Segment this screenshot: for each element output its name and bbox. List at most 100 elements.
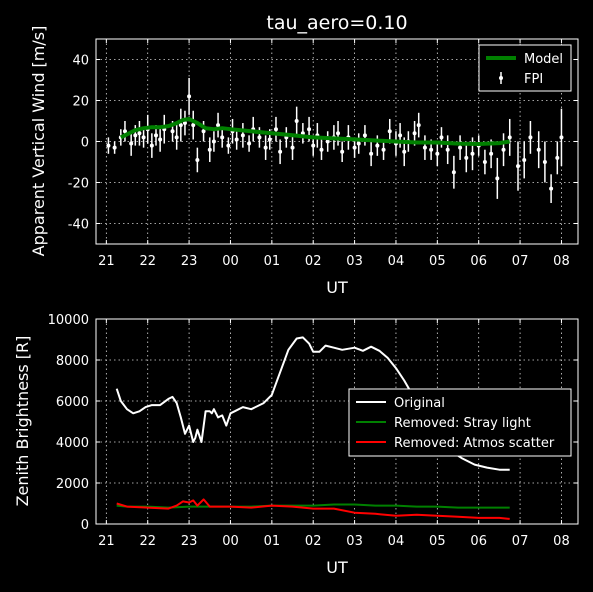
fpi-point — [495, 176, 500, 181]
brightness-x-tick-label: 04 — [388, 534, 405, 549]
fpi-point — [187, 94, 192, 99]
brightness-y-tick-label: 10000 — [48, 313, 89, 328]
wind-chart-title: tau_aero=0.10 — [266, 12, 407, 34]
fpi-point — [170, 129, 175, 134]
fpi-point — [501, 147, 506, 152]
wind-x-tick-label: 04 — [388, 254, 405, 269]
fpi-point — [412, 131, 417, 136]
fpi-point — [234, 137, 239, 142]
fpi-point — [489, 151, 494, 156]
wind-x-tick-label: 06 — [470, 254, 487, 269]
fpi-point — [240, 133, 245, 138]
wind-x-tick-label: 05 — [429, 254, 446, 269]
brightness-y-tick-label: 8000 — [56, 354, 89, 369]
fpi-point — [549, 186, 554, 191]
wind-y-tick-label: -40 — [68, 218, 89, 233]
wind-x-tick-label: 21 — [98, 254, 115, 269]
original-series-line — [115, 336, 510, 471]
fpi-point — [470, 151, 475, 156]
fpi-point — [141, 135, 146, 140]
fpi-point — [381, 147, 386, 152]
fpi-point — [356, 141, 361, 146]
wind-x-tick-label: 02 — [305, 254, 322, 269]
fpi-point — [528, 135, 533, 140]
wind-legend: Model FPI — [478, 44, 572, 92]
fpi-point — [137, 131, 142, 136]
wind-data — [106, 77, 564, 203]
fpi-point — [458, 145, 463, 150]
brightness-y-tick-label: 4000 — [56, 436, 89, 451]
brightness-x-tick-label: 08 — [553, 534, 570, 549]
brightness-panel: 21 22 23 00 01 02 03 04 05 06 07 08 0 2000 4000 6000 800… — [13, 313, 579, 577]
brightness-data — [115, 336, 510, 520]
fpi-point — [174, 135, 179, 140]
removed-atmos-scatter-series-line — [116, 498, 510, 520]
fpi-point — [263, 145, 268, 150]
fpi-point — [191, 123, 196, 128]
brightness-ticks: 21 22 23 00 01 02 03 04 05 06 07 08 0 2000 4000 6000 800… — [48, 313, 578, 549]
model-series-line — [119, 117, 511, 146]
fpi-point — [402, 149, 407, 154]
fpi-point — [507, 135, 512, 140]
fpi-point — [387, 129, 392, 134]
brightness-x-tick-label: 00 — [222, 534, 239, 549]
wind-x-tick-label: 07 — [512, 254, 529, 269]
fpi-point — [122, 129, 127, 134]
fpi-point — [536, 147, 541, 152]
removed-stray-light-series-line — [116, 503, 510, 509]
fpi-point — [429, 147, 434, 152]
brightness-plot-frame — [95, 318, 579, 525]
brightness-x-tick-label: 21 — [98, 534, 115, 549]
fpi-point — [369, 151, 374, 156]
fpi-point — [112, 145, 117, 150]
wind-y-axis-label: Apparent Vertical Wind [m/s] — [29, 26, 48, 257]
fpi-point — [273, 127, 278, 132]
fpi-point — [182, 121, 187, 126]
fpi-point — [416, 123, 421, 128]
brightness-x-tick-label: 07 — [512, 534, 529, 549]
fpi-point — [153, 133, 158, 138]
legend-fpi-label: FPI — [524, 72, 543, 87]
fpi-point — [435, 151, 440, 156]
fpi-point — [290, 145, 295, 150]
wind-x-tick-label: 03 — [346, 254, 363, 269]
brightness-x-tick-label: 23 — [181, 534, 198, 549]
brightness-y-tick-label: 0 — [81, 518, 89, 533]
fpi-point — [106, 143, 111, 148]
fpi-point — [207, 147, 212, 152]
fpi-point — [522, 157, 527, 162]
brightness-x-tick-label: 03 — [346, 534, 363, 549]
fpi-point — [294, 119, 299, 123]
legend-original-label: Original — [394, 396, 445, 411]
fpi-point — [516, 164, 521, 169]
fpi-point — [307, 127, 312, 132]
legend-model-label: Model — [524, 52, 563, 67]
legend-stray-light-label: Removed: Stray light — [394, 416, 531, 431]
wind-x-tick-label: 01 — [264, 254, 281, 269]
brightness-y-axis-label: Zenith Brightness [R] — [13, 336, 32, 507]
brightness-legend: Original Removed: Stray light Removed: A… — [348, 388, 572, 457]
wind-x-tick-label: 08 — [553, 254, 570, 269]
legend-fpi-marker — [499, 76, 503, 80]
fpi-point — [464, 155, 469, 160]
brightness-x-tick-label: 22 — [139, 534, 156, 549]
fpi-point — [247, 141, 252, 146]
fpi-point — [129, 141, 134, 146]
fpi-point — [226, 143, 231, 148]
wind-panel: tau_aero=0.10 21 22 23 00 01 02 03 04 05 06 07 08 -4… — [29, 12, 579, 297]
fpi-point — [319, 147, 324, 152]
fpi-point — [439, 135, 444, 140]
fpi-point — [336, 131, 341, 136]
wind-y-tick-label: 40 — [72, 54, 89, 69]
fpi-point — [325, 139, 330, 144]
brightness-y-tick-label: 2000 — [56, 477, 89, 492]
fpi-point — [555, 155, 560, 160]
wind-y-tick-label: -20 — [68, 177, 89, 192]
fpi-point — [267, 137, 272, 142]
fpi-point — [311, 143, 316, 148]
wind-y-tick-label: 20 — [72, 95, 89, 110]
fpi-point — [195, 157, 200, 162]
fpi-point — [375, 143, 380, 148]
fpi-point — [178, 123, 183, 128]
legend-atmos-scatter-label: Removed: Atmos scatter — [394, 436, 555, 451]
